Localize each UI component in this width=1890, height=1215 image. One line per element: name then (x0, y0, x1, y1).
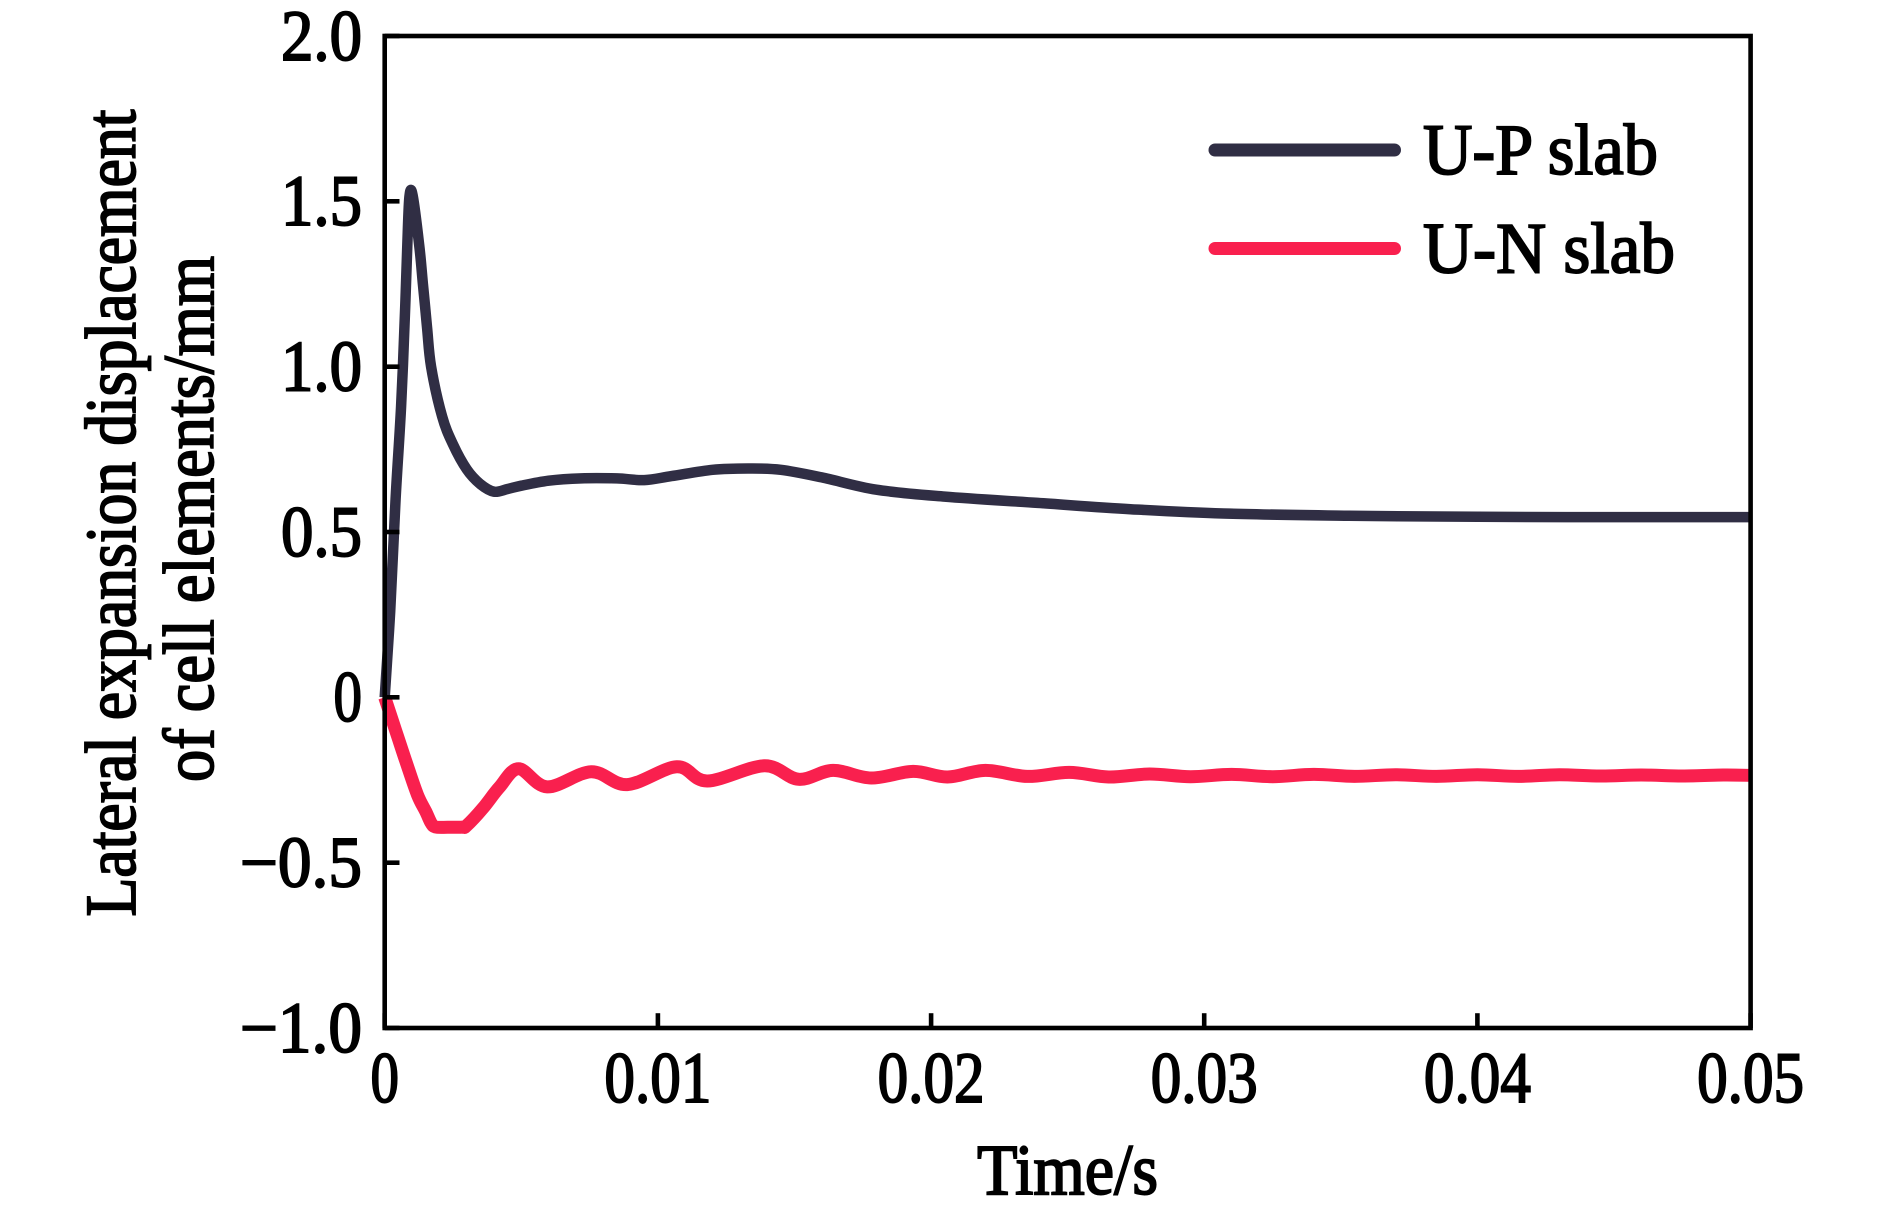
svg-text:0: 0 (370, 1038, 399, 1118)
svg-text:0.05: 0.05 (1697, 1038, 1804, 1118)
svg-text:Time/s: Time/s (977, 1130, 1158, 1210)
svg-text:Lateral expansion displacement: Lateral expansion displacement (71, 110, 151, 917)
svg-text:U-N slab: U-N slab (1423, 209, 1675, 289)
svg-text:1.5: 1.5 (281, 161, 362, 241)
svg-text:−1.0: −1.0 (240, 988, 362, 1068)
svg-text:0.02: 0.02 (878, 1038, 985, 1118)
svg-text:0.5: 0.5 (281, 492, 362, 572)
svg-text:0.03: 0.03 (1151, 1038, 1258, 1118)
svg-text:of cell elements/mm: of cell elements/mm (149, 256, 229, 782)
svg-text:U-P slab: U-P slab (1423, 110, 1658, 190)
svg-text:2.0: 2.0 (281, 0, 362, 76)
svg-text:1.0: 1.0 (281, 327, 362, 407)
svg-text:−0.5: −0.5 (240, 823, 362, 903)
svg-text:0: 0 (334, 657, 363, 737)
svg-text:0.04: 0.04 (1424, 1038, 1531, 1118)
svg-text:0.01: 0.01 (604, 1038, 711, 1118)
